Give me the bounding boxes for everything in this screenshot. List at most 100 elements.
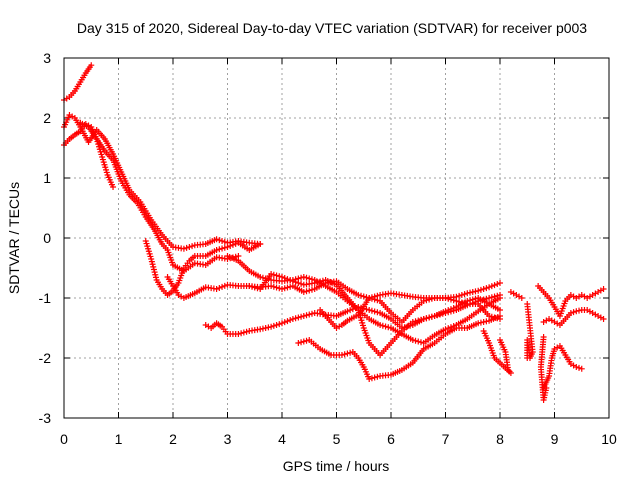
data-point-marker — [486, 284, 493, 291]
data-point-marker — [151, 269, 158, 276]
data-point-marker — [382, 323, 389, 330]
data-point-marker — [409, 337, 416, 343]
data-point-marker — [524, 355, 531, 361]
data-point-marker — [303, 274, 310, 281]
data-point-marker — [273, 284, 280, 291]
data-point-marker — [374, 373, 381, 380]
data-point-marker — [368, 375, 375, 382]
data-point-marker — [306, 311, 313, 318]
data-point-marker — [249, 283, 256, 290]
data-point-marker — [409, 319, 416, 325]
data-point-marker — [213, 236, 220, 243]
data-point-marker — [287, 277, 294, 284]
y-tick-label: 1 — [43, 170, 51, 186]
data-point-marker — [257, 274, 264, 280]
data-point-marker — [254, 285, 261, 292]
data-point-marker — [344, 350, 351, 357]
data-point-marker — [450, 297, 457, 304]
data-point-marker — [368, 294, 375, 301]
data-point-marker — [573, 364, 580, 370]
data-point-marker — [578, 365, 585, 372]
x-tick-label: 7 — [442, 431, 450, 447]
data-point-marker — [445, 295, 452, 302]
data-point-marker — [458, 292, 465, 298]
plot-frame — [63, 57, 610, 419]
data-point-marker — [445, 307, 452, 314]
data-point-marker — [295, 340, 302, 346]
data-point-marker — [219, 283, 226, 290]
data-point-marker — [344, 308, 351, 315]
data-point-marker — [349, 306, 356, 313]
data-point-marker — [243, 328, 250, 335]
data-point-marker — [447, 306, 454, 313]
data-point-marker — [450, 323, 457, 330]
data-point-marker — [281, 285, 288, 292]
y-tick-label: -1 — [39, 290, 52, 306]
data-point-marker — [576, 364, 583, 371]
data-point-marker — [360, 293, 367, 300]
data-point-marker — [284, 318, 291, 325]
data-point-marker — [284, 276, 291, 283]
data-point-marker — [189, 243, 196, 250]
data-point-marker — [475, 287, 482, 294]
data-point-marker — [276, 321, 283, 328]
data-point-marker — [311, 280, 318, 286]
data-point-marker — [279, 320, 285, 327]
data-point-marker — [371, 293, 378, 300]
data-point-marker — [442, 308, 449, 315]
data-point-marker — [347, 349, 354, 356]
data-point-marker — [148, 256, 155, 262]
data-point-marker — [494, 315, 501, 322]
x-tick-label: 10 — [601, 431, 617, 447]
data-point-marker — [600, 316, 607, 322]
gridlines — [64, 58, 609, 418]
data-point-marker — [298, 339, 305, 346]
data-point-marker — [303, 312, 310, 319]
data-point-marker — [300, 313, 307, 319]
data-point-marker — [281, 319, 288, 326]
data-point-marker — [150, 266, 157, 273]
data-point-marker — [428, 313, 435, 320]
data-point-marker — [270, 283, 277, 290]
data-point-marker — [279, 274, 285, 280]
data-point-marker — [379, 322, 386, 329]
data-point-marker — [308, 286, 315, 293]
data-point-marker — [148, 258, 155, 265]
data-point-marker — [268, 323, 275, 330]
data-point-marker — [308, 310, 315, 317]
data-point-marker — [303, 288, 310, 295]
data-point-marker — [497, 316, 503, 322]
data-point-marker — [240, 329, 247, 336]
data-point-marker — [224, 244, 231, 250]
data-point-marker — [300, 274, 307, 280]
data-point-marker — [415, 338, 422, 345]
data-point-marker — [219, 245, 226, 252]
data-point-marker — [238, 330, 245, 337]
x-tick-label: 0 — [60, 431, 68, 447]
data-point-marker — [497, 280, 503, 286]
data-point-marker — [477, 286, 484, 293]
x-tick-label: 8 — [496, 431, 504, 447]
data-point-marker — [442, 295, 449, 301]
data-point-marker — [371, 308, 378, 315]
data-point-marker — [412, 318, 419, 325]
x-tick-label: 1 — [115, 431, 123, 447]
data-point-marker — [221, 244, 228, 251]
data-point-marker — [292, 279, 299, 286]
data-point-marker — [447, 296, 454, 303]
data-point-marker — [186, 244, 193, 250]
x-axis-label: GPS time / hours — [283, 458, 390, 474]
data-point-marker — [488, 294, 495, 301]
data-point-marker — [213, 247, 220, 253]
data-point-marker — [292, 315, 299, 322]
x-tick-label: 5 — [333, 431, 341, 447]
data-point-marker — [412, 337, 419, 344]
x-tick-label: 2 — [169, 431, 177, 447]
x-tick-label: 9 — [551, 431, 559, 447]
data-point-marker — [150, 263, 157, 270]
data-point-marker — [227, 242, 234, 249]
data-point-marker — [404, 323, 411, 330]
data-point-marker — [355, 292, 362, 298]
data-point-marker — [491, 293, 498, 300]
